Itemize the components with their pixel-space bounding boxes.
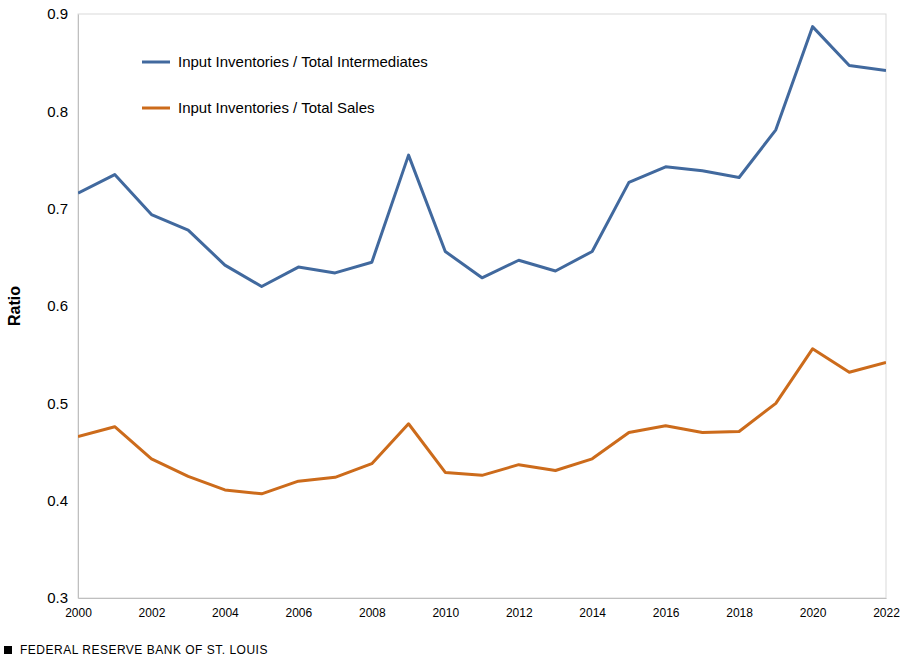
y-tick: 0.9 [47, 5, 78, 22]
x-tick-label: 2020 [800, 606, 827, 620]
x-tick-label: 2012 [506, 606, 533, 620]
x-tick: 2002 [139, 598, 166, 620]
x-tick: 2012 [506, 598, 533, 620]
y-tick: 0.8 [47, 103, 78, 120]
series-line [78, 27, 886, 287]
x-tick-label: 2006 [286, 606, 313, 620]
chart: 2000 2002 2004 2006 2008 2010 2012 2014 2016 2018… [0, 0, 909, 659]
x-axis: 2000 2002 2004 2006 2008 2010 2012 2014 2016 2018… [65, 598, 900, 620]
x-tick: 2014 [579, 598, 606, 620]
y-tick-label: 0.7 [47, 200, 68, 217]
x-tick-label: 2016 [653, 606, 680, 620]
y-tick: 0.3 [47, 589, 78, 606]
plot-frame [78, 14, 886, 598]
y-tick: 0.6 [47, 297, 78, 314]
x-tick: 2018 [726, 598, 753, 620]
y-tick-label: 0.9 [47, 5, 68, 22]
x-tick: 2008 [359, 598, 386, 620]
x-tick-label: 2014 [579, 606, 606, 620]
x-tick-label: 2002 [139, 606, 166, 620]
y-tick-label: 0.8 [47, 103, 68, 120]
x-tick: 2004 [212, 598, 239, 620]
source-bullet [4, 646, 12, 654]
x-tick-label: 2004 [212, 606, 239, 620]
x-tick: 2006 [286, 598, 313, 620]
legend-swatch [142, 61, 170, 64]
legend: Input Inventories / Total Intermediates I… [142, 53, 428, 116]
series-group [78, 27, 886, 494]
x-tick-label: 2010 [432, 606, 459, 620]
x-tick-label: 2022 [873, 606, 900, 620]
legend-swatch [142, 107, 170, 110]
source: FEDERAL RESERVE BANK OF ST. LOUIS [20, 643, 268, 657]
x-tick-label: 2018 [726, 606, 753, 620]
y-tick-label: 0.4 [47, 492, 68, 509]
x-tick: 2022 [873, 598, 900, 620]
y-tick: 0.4 [47, 492, 78, 509]
x-tick-label: 2000 [65, 606, 92, 620]
y-axis: 0.3 0.4 0.5 0.6 0.7 0.8 0.9 [47, 5, 78, 606]
series-line [78, 349, 886, 494]
y-tick-label: 0.3 [47, 589, 68, 606]
x-tick: 2010 [432, 598, 459, 620]
y-tick-label: 0.6 [47, 297, 68, 314]
y-tick: 0.5 [47, 395, 78, 412]
y-tick: 0.7 [47, 200, 78, 217]
y-axis-title: Ratio [6, 286, 23, 326]
x-tick-label: 2008 [359, 606, 386, 620]
x-tick: 2000 [65, 598, 92, 620]
legend-label: Input Inventories / Total Sales [178, 99, 375, 116]
y-axis-line [78, 15, 79, 599]
legend-label: Input Inventories / Total Intermediates [178, 53, 428, 70]
y-tick-label: 0.5 [47, 395, 68, 412]
x-tick: 2020 [800, 598, 827, 620]
x-tick: 2016 [653, 598, 680, 620]
x-axis-line [79, 598, 887, 599]
